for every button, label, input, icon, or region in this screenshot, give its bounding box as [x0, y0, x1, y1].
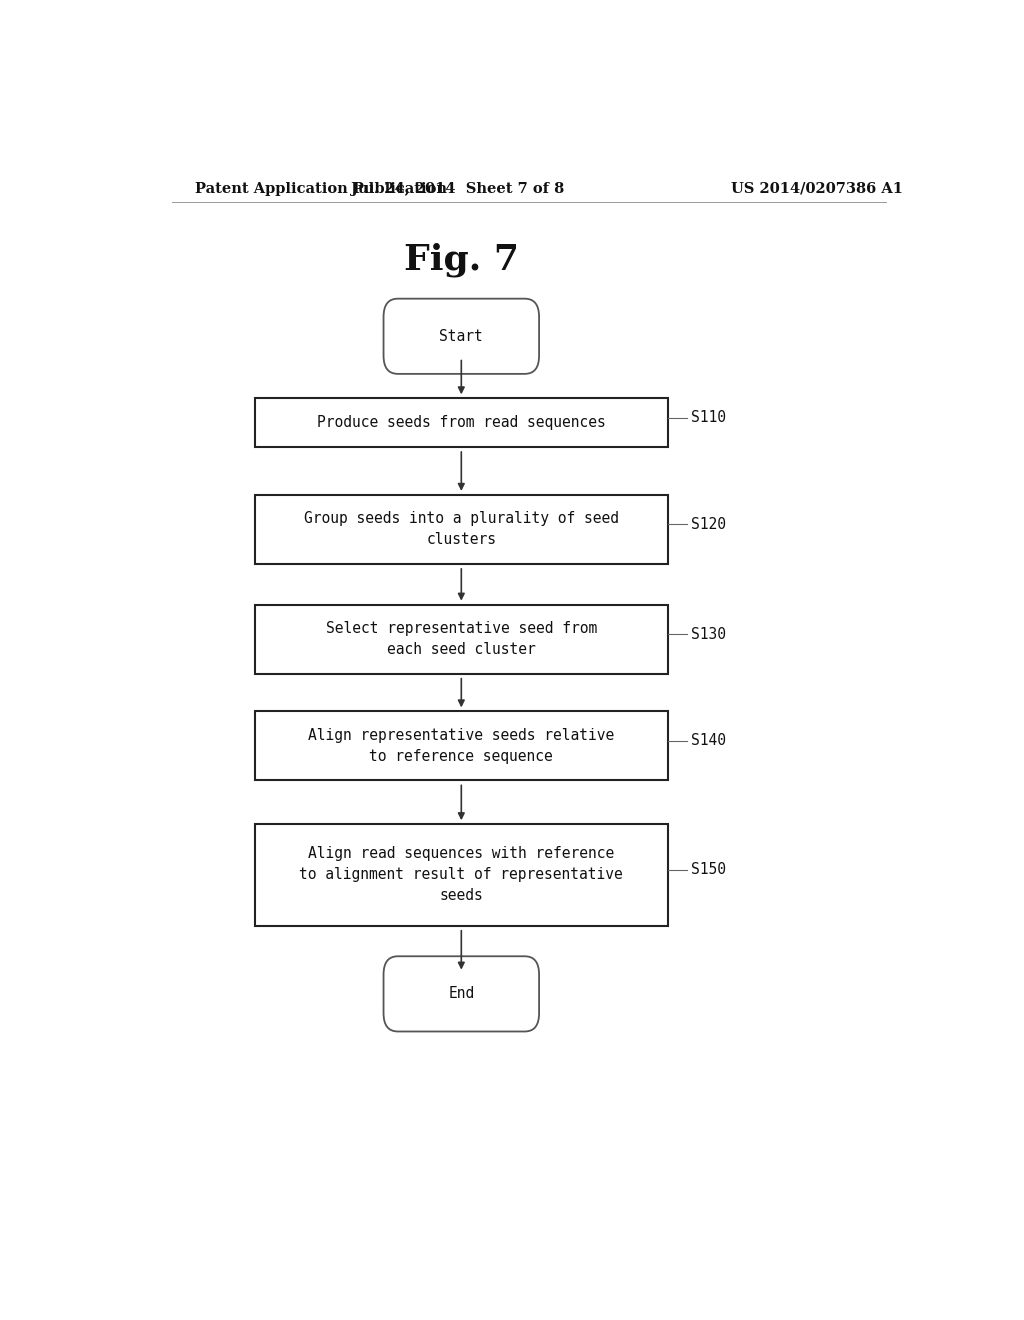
FancyBboxPatch shape	[255, 824, 668, 925]
Text: Group seeds into a plurality of seed
clusters: Group seeds into a plurality of seed clu…	[304, 511, 618, 548]
Text: End: End	[449, 986, 474, 1002]
Text: Jul. 24, 2014  Sheet 7 of 8: Jul. 24, 2014 Sheet 7 of 8	[350, 182, 564, 195]
Text: Produce seeds from read sequences: Produce seeds from read sequences	[317, 416, 605, 430]
Text: Select representative seed from
each seed cluster: Select representative seed from each see…	[326, 622, 597, 657]
FancyBboxPatch shape	[255, 495, 668, 564]
FancyBboxPatch shape	[384, 298, 539, 374]
FancyBboxPatch shape	[255, 399, 668, 447]
Text: Start: Start	[439, 329, 483, 343]
Text: Fig. 7: Fig. 7	[403, 243, 519, 277]
Text: S150: S150	[691, 862, 726, 878]
Text: S110: S110	[691, 411, 726, 425]
FancyBboxPatch shape	[255, 711, 668, 780]
Text: S140: S140	[691, 734, 726, 748]
FancyBboxPatch shape	[255, 605, 668, 673]
Text: Align read sequences with reference
to alignment result of representative
seeds: Align read sequences with reference to a…	[299, 846, 624, 903]
Text: S130: S130	[691, 627, 726, 642]
Text: US 2014/0207386 A1: US 2014/0207386 A1	[731, 182, 903, 195]
Text: Patent Application Publication: Patent Application Publication	[196, 182, 447, 195]
Text: Align representative seeds relative
to reference sequence: Align representative seeds relative to r…	[308, 727, 614, 764]
Text: S120: S120	[691, 517, 726, 532]
FancyBboxPatch shape	[384, 956, 539, 1031]
